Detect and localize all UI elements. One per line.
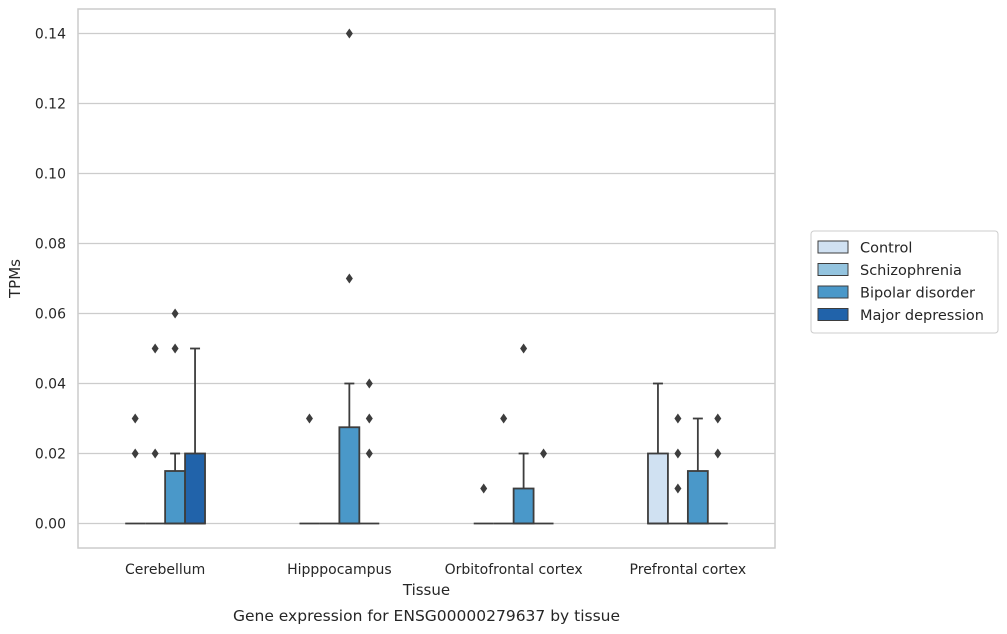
x-tick-labels: Cerebellum Hipppocampus Orbitofrontal cort… [125, 562, 746, 578]
y-tick-labels: 0.00 0.02 0.04 0.06 0.08 0.10 0.12 0.14 [35, 27, 66, 533]
legend-swatch [817, 263, 849, 276]
box-0-1 [145, 343, 166, 525]
box-1-2 [338, 28, 361, 525]
y-tick-label: 0.14 [35, 27, 66, 43]
legend-swatch [817, 308, 849, 321]
box-3-1 [667, 413, 688, 525]
outlier-point [674, 413, 682, 424]
grid-layer [78, 32, 775, 525]
box-body [686, 470, 709, 525]
box-body [512, 487, 535, 525]
box-body [647, 452, 669, 525]
box-2-0 [473, 483, 494, 525]
x-tick-label: Hipppocampus [287, 562, 392, 578]
outlier-point [500, 413, 508, 424]
y-tick-label: 0.02 [35, 447, 66, 463]
box-0-3 [184, 347, 206, 525]
legend-swatch [817, 285, 849, 299]
box-body [184, 452, 206, 525]
y-axis-title: TPMs [6, 259, 24, 299]
y-tick-label: 0.08 [35, 237, 66, 253]
legend-frame [810, 230, 999, 334]
outlier-point [540, 448, 548, 459]
box-layer [125, 28, 728, 525]
outlier-point [151, 448, 159, 459]
legend-label: Major depression [860, 308, 984, 324]
outlier-point [365, 448, 373, 459]
box-1-0 [299, 413, 320, 525]
y-tick-label: 0.00 [35, 517, 66, 533]
box-3-2 [686, 417, 709, 525]
outlier-point [480, 483, 488, 494]
outlier-point [305, 413, 313, 424]
x-axis-title: Tissue [402, 581, 450, 599]
outlier-point [365, 378, 373, 389]
x-tick-label: Orbitofrontal cortex [445, 562, 583, 578]
outlier-point [714, 448, 722, 459]
plot-frame [77, 8, 776, 549]
y-tick-label: 0.10 [35, 167, 66, 183]
x-tick-label: Prefrontal cortex [630, 562, 747, 578]
outlier-point [131, 413, 139, 424]
legend-label: Control [860, 241, 912, 257]
y-tick-label: 0.06 [35, 307, 66, 323]
figure-caption: Gene expression for ENSG00000279637 by t… [233, 607, 620, 625]
outlier-point [131, 448, 139, 459]
outlier-point [674, 448, 682, 459]
outlier-point [171, 343, 179, 354]
legend-swatch [817, 240, 849, 254]
box-3-0 [647, 382, 669, 525]
box-2-1 [493, 413, 514, 525]
outlier-point [345, 28, 353, 39]
box-0-2 [164, 308, 186, 525]
outlier-point [345, 273, 353, 284]
outlier-point [151, 343, 159, 354]
outlier-point [674, 483, 682, 494]
outlier-point [365, 413, 373, 424]
box-2-3 [533, 448, 554, 525]
box-body [338, 426, 361, 525]
box-body [164, 470, 186, 525]
outlier-point [714, 413, 722, 424]
legend: Control Schizophrenia Bipolar disorder Majo… [810, 230, 999, 334]
legend-label: Schizophrenia [860, 263, 962, 279]
y-tick-label: 0.04 [35, 377, 66, 393]
outlier-point [520, 343, 528, 354]
y-tick-label: 0.12 [35, 97, 66, 113]
box-2-2 [512, 343, 535, 525]
box-0-0 [125, 413, 146, 525]
box-1-3 [359, 378, 380, 525]
box-3-3 [707, 413, 728, 525]
x-tick-label: Cerebellum [125, 562, 205, 578]
outlier-point [171, 308, 179, 319]
legend-label: Bipolar disorder [860, 286, 975, 302]
